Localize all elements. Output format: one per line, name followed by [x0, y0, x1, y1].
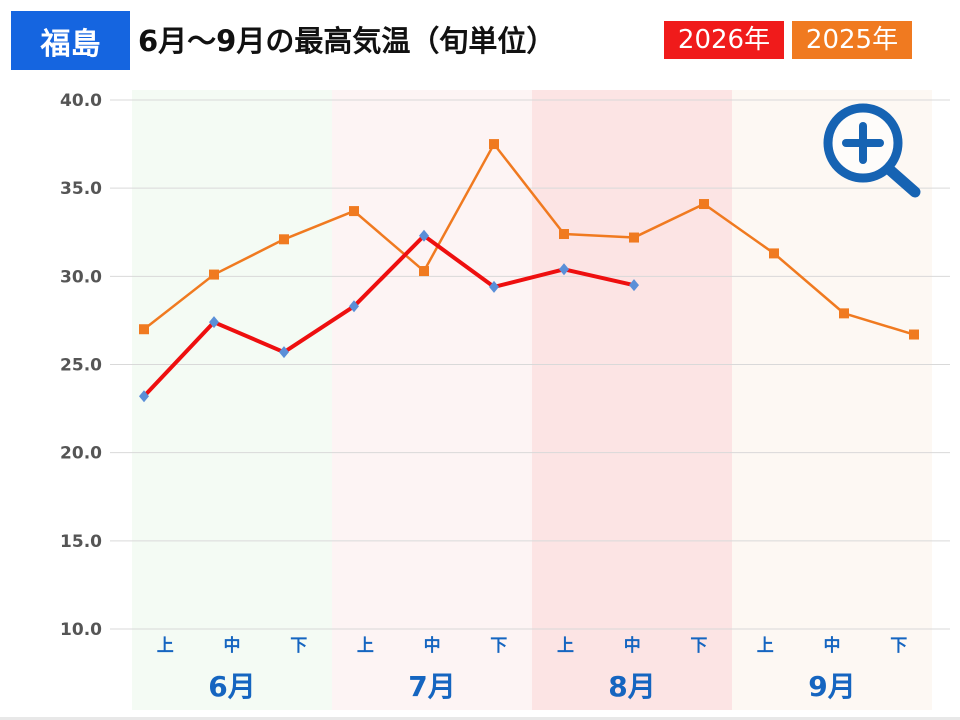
series-2025-marker — [909, 329, 919, 340]
x-tick-label: 上 — [357, 636, 374, 656]
series-2025-marker — [489, 139, 499, 150]
series-2025-marker — [559, 229, 569, 240]
legend-2026: 2026年 — [664, 21, 784, 59]
bottom-divider — [0, 717, 960, 720]
x-tick-label: 上 — [557, 636, 574, 656]
x-tick-label: 中 — [224, 635, 241, 656]
month-label: 7月 — [408, 670, 455, 703]
y-tick-label: 20.0 — [60, 444, 102, 464]
legend-2025: 2025年 — [792, 21, 912, 59]
x-tick-label: 中 — [624, 635, 641, 656]
series-2026-line — [142, 233, 635, 398]
series-2026-marker — [349, 300, 359, 313]
x-tick-label: 下 — [890, 636, 907, 656]
series-2025-marker — [139, 324, 149, 335]
series-2026-marker — [209, 316, 219, 329]
x-tick-label: 下 — [490, 636, 507, 656]
series-2026-marker — [419, 229, 429, 242]
y-tick-label: 40.0 — [60, 91, 102, 111]
city-badge: 福島 — [11, 11, 130, 70]
series-2026-marker — [139, 390, 149, 403]
x-tick-label: 上 — [157, 636, 174, 656]
series-2025-line — [143, 142, 915, 336]
chart-header: 福島 6月～9月の最高気温（旬単位） 2026年 2025年 — [0, 0, 960, 80]
series-2025-marker — [419, 266, 429, 277]
x-tick-label: 中 — [824, 635, 841, 656]
month-band — [332, 90, 532, 710]
series-2025-marker — [279, 234, 289, 245]
month-label: 6月 — [208, 670, 255, 703]
zoom-in-magnifier-icon[interactable] — [820, 100, 930, 210]
y-tick-label: 10.0 — [60, 620, 102, 640]
month-band — [532, 90, 732, 710]
y-tick-label: 35.0 — [60, 179, 102, 199]
month-label: 8月 — [608, 670, 655, 703]
y-tick-label: 15.0 — [60, 532, 102, 552]
month-label: 9月 — [808, 670, 855, 703]
chart-title: 6月～9月の最高気温（旬単位） — [138, 24, 556, 58]
y-tick-label: 30.0 — [60, 267, 102, 287]
month-band — [732, 90, 932, 710]
series-2025-marker — [209, 269, 219, 280]
series-2025-marker — [349, 206, 359, 217]
y-tick-label: 25.0 — [60, 356, 102, 376]
x-tick-label: 中 — [424, 635, 441, 656]
series-2025-marker — [699, 199, 709, 210]
series-2026-marker — [559, 263, 569, 276]
x-tick-label: 下 — [690, 636, 707, 656]
series-2025-marker — [839, 308, 849, 319]
x-tick-label: 下 — [290, 636, 307, 656]
series-2026-marker — [629, 279, 639, 292]
series-2026-marker — [489, 280, 499, 293]
x-tick-label: 上 — [757, 636, 774, 656]
series-2026-marker — [279, 346, 289, 359]
month-band — [132, 90, 332, 710]
series-2025-marker — [629, 232, 639, 243]
series-2025-marker — [769, 248, 779, 259]
